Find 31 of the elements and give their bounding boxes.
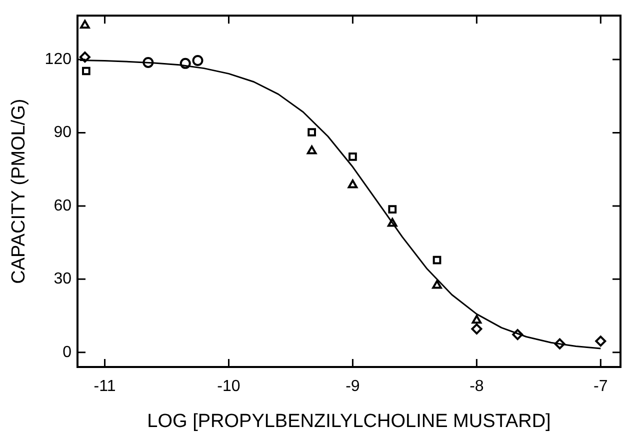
x-tick-label: -11 [94,378,116,396]
point [308,128,316,136]
x-tick-label: -7 [594,378,608,396]
point [180,58,191,69]
point [432,280,442,289]
point [348,152,357,161]
point [82,66,90,76]
y-tick-label: 0 [62,344,72,361]
point [388,205,397,214]
point [387,218,398,227]
x-axis-title: LOG [PROPYLBENZILYLCHOLINE MUSTARD] [147,410,551,432]
point [471,323,482,334]
point [306,146,317,154]
point [432,256,442,264]
y-tick-label: 90 [54,124,72,142]
y-axis-title: CAPACITY (PMOL/G) [8,98,30,284]
point [554,338,566,350]
point [192,55,204,66]
x-tick-label: -10 [217,378,240,396]
y-tick-label: 120 [44,50,72,68]
point [142,56,154,68]
x-tick-label: -9 [346,378,360,396]
y-tick-label: 30 [54,270,72,288]
y-tick-label: 60 [54,197,72,214]
point [512,329,524,340]
point [595,336,606,347]
point [79,52,90,63]
point [348,179,358,188]
x-tick-label: -8 [470,378,484,396]
point [472,314,482,324]
point [80,20,90,29]
